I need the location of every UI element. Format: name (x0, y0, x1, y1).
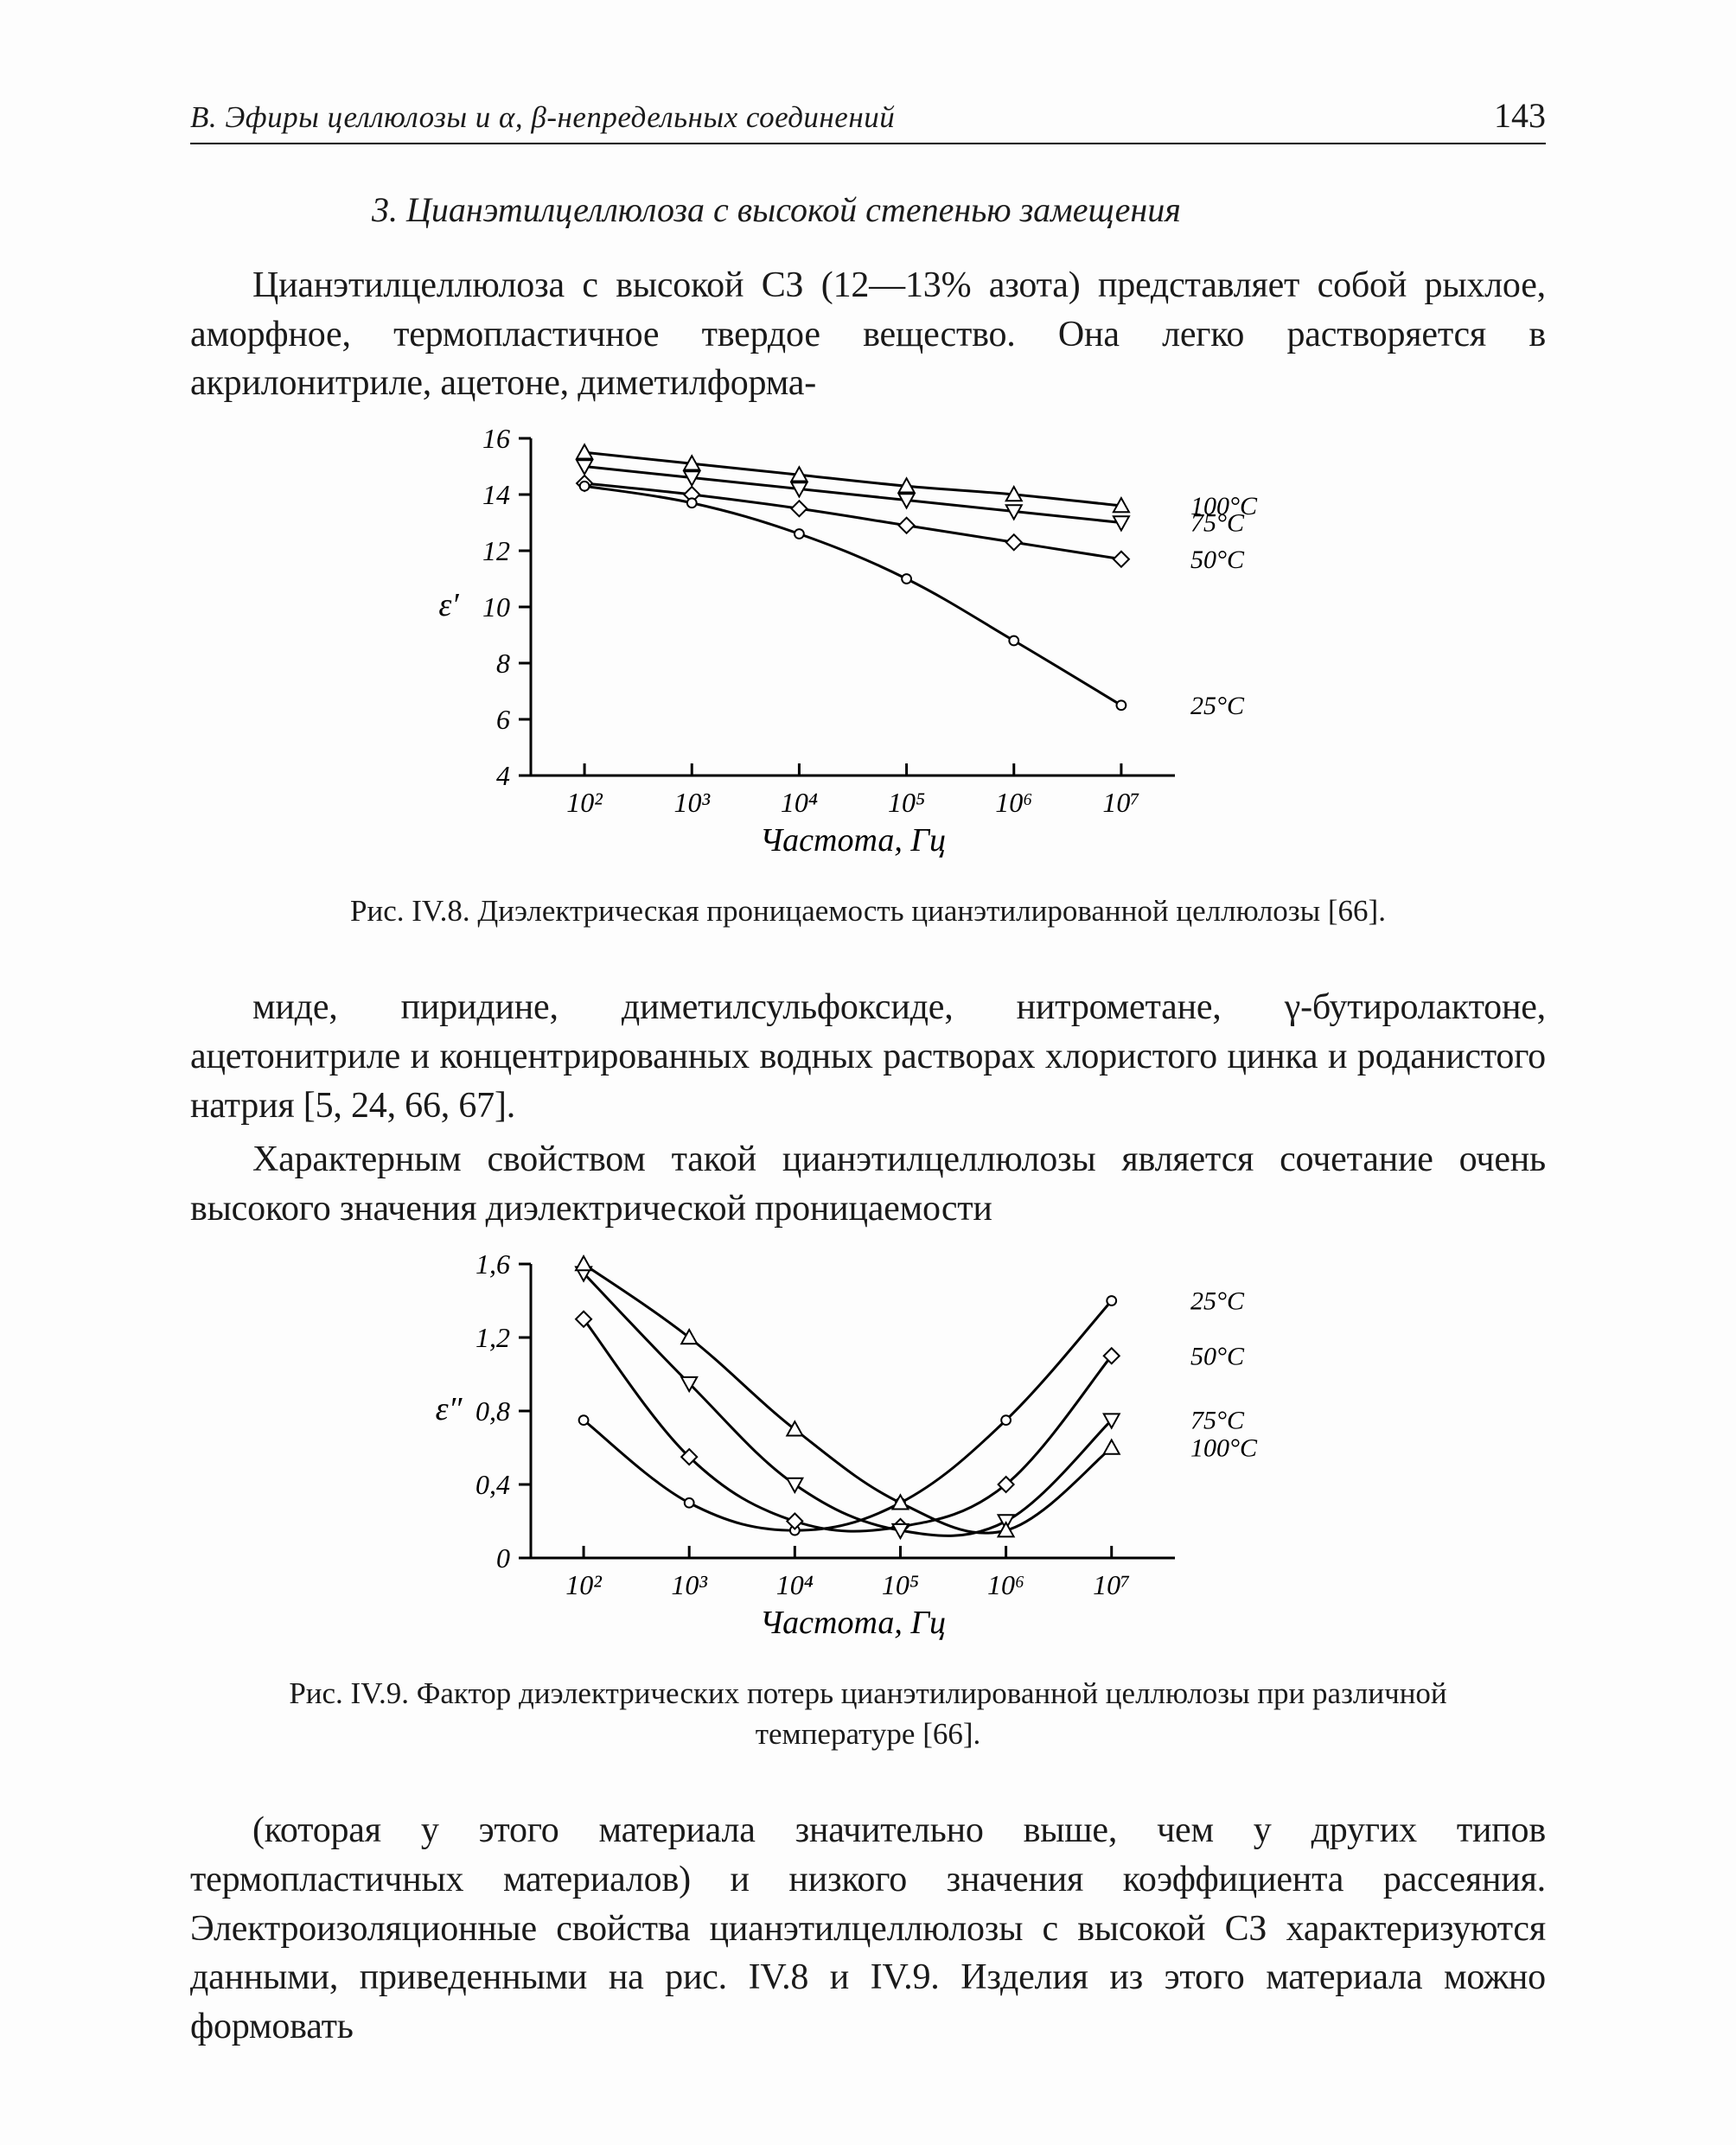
svg-text:75°C: 75°C (1190, 509, 1245, 538)
svg-text:10⁷: 10⁷ (1093, 1569, 1130, 1600)
page: B. Эфиры целлюлозы и α, β-непредельных с… (0, 0, 1736, 2145)
svg-text:8: 8 (496, 648, 510, 679)
svg-text:10²: 10² (565, 1569, 603, 1600)
running-head: B. Эфиры целлюлозы и α, β-непредельных с… (190, 95, 1546, 144)
svg-text:12: 12 (482, 535, 510, 566)
svg-text:4: 4 (496, 760, 510, 791)
figure-iv-9: 0 0,4 0,8 1,2 1,6 10² 10³ 10⁴ 10⁵ 10⁶ 10⁷ Частота, … (190, 1242, 1546, 1649)
svg-text:25°C: 25°C (1190, 692, 1245, 720)
figure-iv-8: 4 6 8 10 12 14 16 10² 10³ 10⁴ 10⁵ 10⁶ 10⁷ Частота, Гц… (190, 417, 1546, 866)
section-heading: 3. Цианэтилцеллюлоза с высокой степенью … (372, 189, 1546, 230)
svg-text:1,2: 1,2 (475, 1322, 510, 1353)
svg-text:Частота, Гц: Частота, Гц (760, 1605, 946, 1641)
svg-text:10³: 10³ (673, 787, 710, 818)
svg-text:75°C: 75°C (1190, 1406, 1245, 1434)
svg-text:10⁶: 10⁶ (987, 1569, 1024, 1600)
svg-text:10⁶: 10⁶ (995, 787, 1032, 818)
svg-text:6: 6 (496, 704, 510, 735)
svg-text:0,4: 0,4 (475, 1469, 510, 1500)
svg-text:10⁵: 10⁵ (882, 1569, 919, 1600)
svg-text:10⁴: 10⁴ (781, 787, 818, 818)
svg-text:14: 14 (482, 479, 510, 510)
svg-text:10⁴: 10⁴ (776, 1569, 814, 1600)
svg-text:0,8: 0,8 (475, 1395, 510, 1427)
svg-text:10⁷: 10⁷ (1102, 787, 1139, 818)
svg-text:0: 0 (496, 1542, 510, 1574)
svg-text:50°C: 50°C (1190, 1342, 1245, 1370)
svg-text:1,6: 1,6 (475, 1248, 510, 1280)
chart-epsilon-double-prime: 0 0,4 0,8 1,2 1,6 10² 10³ 10⁴ 10⁵ 10⁶ 10⁷ Частота, … (414, 1242, 1322, 1649)
figure-caption: Рис. IV.9. Фактор диэлектрических потерь… (258, 1673, 1478, 1755)
paragraph: (которая у этого материала значительно в… (190, 1806, 1546, 2051)
paragraph: миде, пиридине, диметилсульфоксиде, нитр… (190, 983, 1546, 1130)
svg-text:10²: 10² (566, 787, 603, 818)
chart-epsilon-prime: 4 6 8 10 12 14 16 10² 10³ 10⁴ 10⁵ 10⁶ 10⁷ Частота, Гц… (414, 417, 1322, 866)
svg-text:10⁵: 10⁵ (888, 787, 925, 818)
svg-text:Частота, Гц: Частота, Гц (760, 822, 946, 859)
paragraph: Цианэтилцеллюлоза с высокой СЗ (12—13% а… (190, 261, 1546, 408)
svg-text:10³: 10³ (671, 1569, 707, 1600)
paragraph: Характерным свойством такой цианэтилцелл… (190, 1135, 1546, 1233)
figure-caption: Рис. IV.8. Диэлектрическая проницаемость… (258, 891, 1478, 931)
svg-text:10: 10 (482, 591, 510, 622)
page-number: 143 (1494, 95, 1546, 136)
svg-text:ε′: ε′ (438, 587, 459, 623)
running-head-title: B. Эфиры целлюлозы и α, β-непредельных с… (190, 100, 895, 135)
svg-text:ε″: ε″ (436, 1391, 463, 1427)
svg-text:25°C: 25°C (1190, 1286, 1245, 1315)
svg-text:50°C: 50°C (1190, 546, 1245, 574)
svg-text:100°C: 100°C (1190, 1433, 1258, 1462)
svg-text:16: 16 (482, 423, 510, 454)
